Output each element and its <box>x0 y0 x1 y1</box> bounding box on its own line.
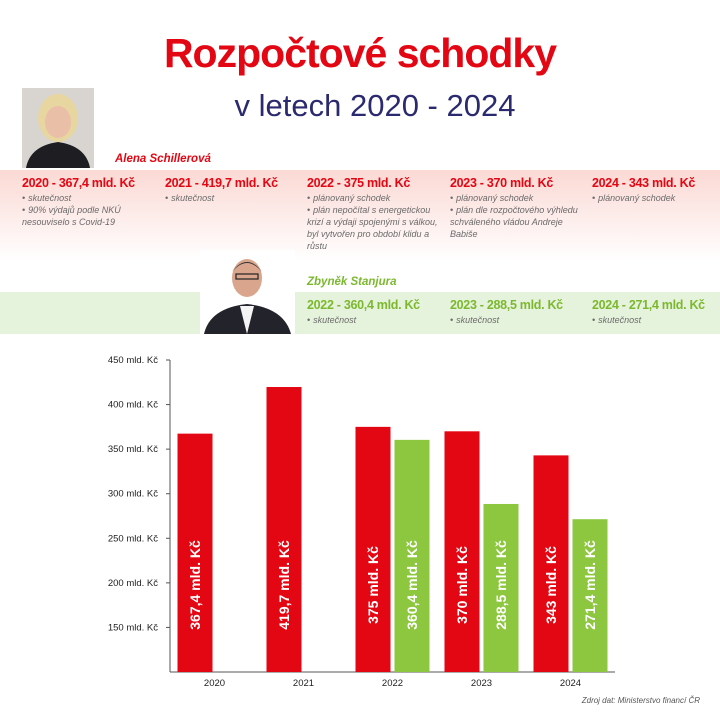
info-column: 2022 - 360,4 mld. Kč skutečnost <box>307 298 445 326</box>
info-heading: 2021 - 419,7 mld. Kč <box>165 176 278 190</box>
value-label: 288,5 mld. Kč <box>493 540 509 630</box>
person-name: Zbyněk Stanjura <box>307 276 397 288</box>
note: plánovaný schodek <box>307 192 445 204</box>
y-tick-label: 400 mld. Kč <box>108 400 158 411</box>
x-tick-label: 2024 <box>560 678 581 689</box>
y-tick-label: 450 mld. Kč <box>108 355 158 366</box>
info-column: 2023 - 370 mld. Kč plánovaný schodekplán … <box>450 176 588 240</box>
band-stanjura <box>0 292 720 334</box>
note: skutečnost <box>592 314 720 326</box>
info-heading: 2023 - 288,5 mld. Kč <box>450 298 563 312</box>
info-column: 2024 - 343 mld. Kč plánovaný schodek <box>592 176 720 204</box>
info-heading: 2023 - 370 mld. Kč <box>450 176 553 190</box>
value-label: 343 mld. Kč <box>543 546 559 624</box>
notes: plánovaný schodekplán nepočítal s energe… <box>307 192 445 252</box>
x-tick-label: 2023 <box>471 678 492 689</box>
source: Zdroj dat: Ministerstvo financí ČR <box>581 696 700 705</box>
bar <box>444 431 480 672</box>
note: skutečnost <box>307 314 445 326</box>
notes: skutečnost <box>165 192 303 204</box>
value-label: 271,4 mld. Kč <box>582 540 598 630</box>
y-tick-label: 150 mld. Kč <box>108 622 158 633</box>
note: skutečnost <box>450 314 588 326</box>
info-heading: 2022 - 375 mld. Kč <box>307 176 410 190</box>
note: plánovaný schodek <box>450 192 588 204</box>
notes: skutečnost <box>450 314 588 326</box>
note: 90% výdajů podle NKÚ nesouviselo s Covid… <box>22 204 160 228</box>
person-name: Alena Schillerová <box>115 153 211 165</box>
value-label: 419,7 mld. Kč <box>276 540 292 630</box>
note: skutečnost <box>22 192 160 204</box>
info-column: 2024 - 271,4 mld. Kč skutečnost <box>592 298 720 326</box>
notes: skutečnost90% výdajů podle NKÚ nesouvise… <box>22 192 160 228</box>
x-tick-label: 2022 <box>382 678 403 689</box>
x-tick-label: 2021 <box>293 678 314 689</box>
bar <box>572 519 608 672</box>
notes: skutečnost <box>592 314 720 326</box>
photo-schillerova <box>22 88 94 168</box>
info-column: 2020 - 367,4 mld. Kč skutečnost90% výdajů… <box>22 176 160 228</box>
note: plánovaný schodek <box>592 192 720 204</box>
bar <box>394 439 430 672</box>
value-label: 370 mld. Kč <box>454 546 470 624</box>
bar <box>177 433 213 672</box>
title: Rozpočtové schodky <box>163 30 557 76</box>
y-tick-label: 300 mld. Kč <box>108 489 158 500</box>
info-heading: 2024 - 271,4 mld. Kč <box>592 298 705 312</box>
value-label: 375 mld. Kč <box>365 546 381 624</box>
info-heading: 2022 - 360,4 mld. Kč <box>307 298 420 312</box>
info-column: 2022 - 375 mld. Kč plánovaný schodekplán … <box>307 176 445 252</box>
info-column: 2021 - 419,7 mld. Kč skutečnost <box>165 176 303 204</box>
y-tick-label: 350 mld. Kč <box>108 444 158 455</box>
notes: plánovaný schodek <box>592 192 720 204</box>
bar <box>483 503 519 672</box>
info-column: 2023 - 288,5 mld. Kč skutečnost <box>450 298 588 326</box>
y-tick-label: 250 mld. Kč <box>108 533 158 544</box>
note: plán dle rozpočtového výhledu schválenéh… <box>450 204 588 240</box>
note: skutečnost <box>165 192 303 204</box>
info-heading: 2024 - 343 mld. Kč <box>592 176 695 190</box>
bar <box>533 455 569 672</box>
photo-stanjura <box>200 250 295 334</box>
notes: plánovaný schodekplán dle rozpočtového v… <box>450 192 588 240</box>
x-tick-label: 2020 <box>204 678 225 689</box>
value-label: 367,4 mld. Kč <box>187 540 203 630</box>
subtitle: v letech 2020 - 2024 <box>234 88 516 123</box>
info-heading: 2020 - 367,4 mld. Kč <box>22 176 135 190</box>
bar <box>355 426 391 672</box>
notes: skutečnost <box>307 314 445 326</box>
y-tick-label: 200 mld. Kč <box>108 578 158 589</box>
note: plán nepočítal s energetickou krizí a vý… <box>307 204 445 252</box>
value-label: 360,4 mld. Kč <box>404 540 420 630</box>
bar <box>266 387 302 672</box>
